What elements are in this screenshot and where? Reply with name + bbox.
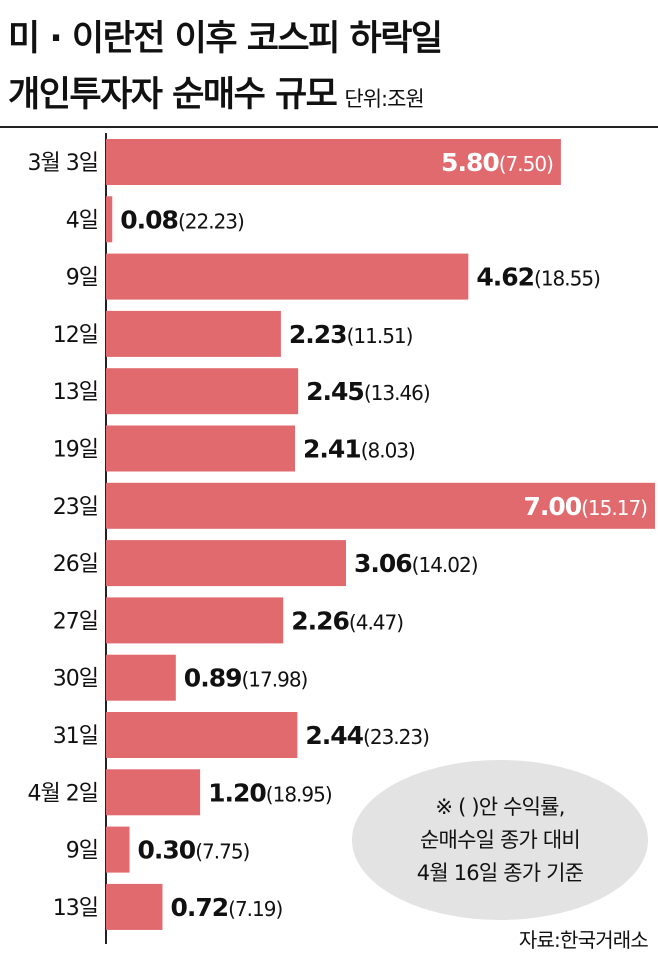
value-label: 2.44 (305, 721, 363, 750)
bar (106, 712, 298, 758)
value-label: 5.80 (441, 148, 499, 177)
value-label: 0.72 (170, 893, 228, 922)
return-label: (18.95) (266, 782, 332, 806)
value-label: 1.20 (208, 778, 266, 807)
value-label: 2.41 (303, 435, 361, 464)
data-label: 4.62(18.55) (476, 263, 600, 292)
note-bubble (352, 760, 648, 920)
return-label: (18.55) (534, 267, 600, 291)
data-label: 2.44(23.23) (305, 721, 429, 750)
category-label: 19일 (53, 438, 98, 463)
category-label: 13일 (53, 380, 98, 405)
bar (106, 253, 469, 300)
category-label: 4일 (66, 208, 98, 233)
data-label: 0.30(7.75) (138, 836, 250, 865)
source-label: 자료:한국거래소 (518, 928, 649, 952)
value-label: 2.26 (291, 606, 349, 635)
data-label: 2.26(4.47) (291, 606, 403, 635)
chart-title-text: 개인투자자 순매수 규모 (8, 75, 338, 115)
value-label: 0.30 (138, 836, 196, 865)
return-label: (8.03) (361, 439, 415, 463)
data-label: 1.20(18.95) (208, 778, 332, 807)
value-label: 0.89 (184, 664, 242, 693)
note-line-3: 4월 16일 종가 기준 (416, 861, 584, 885)
category-label: 23일 (53, 495, 98, 520)
category-label: 13일 (53, 896, 98, 921)
return-label: (23.23) (363, 725, 429, 749)
bar (106, 368, 299, 415)
bar (106, 540, 346, 587)
category-label: 30일 (53, 667, 98, 692)
category-label: 4월 2일 (28, 781, 98, 806)
value-label: 7.00 (523, 492, 581, 521)
return-label: (7.75) (195, 840, 249, 864)
note-line-2: 순매수일 종가 대비 (420, 828, 581, 852)
category-label: 9일 (66, 266, 98, 291)
category-label: 3월 3일 (28, 151, 98, 176)
value-label: 0.08 (120, 205, 178, 234)
category-label: 12일 (53, 323, 98, 348)
return-label: (7.50) (499, 152, 553, 176)
data-label: 0.89(17.98) (184, 664, 308, 693)
bar (106, 139, 561, 185)
return-label: (11.51) (347, 324, 413, 348)
category-label: 26일 (53, 552, 98, 577)
data-label: 2.45(13.46) (306, 377, 430, 406)
category-label: 9일 (66, 839, 98, 864)
data-label: 2.23(11.51) (289, 320, 413, 349)
return-label: (22.23) (178, 209, 244, 233)
category-label: 27일 (53, 609, 98, 634)
bar (106, 883, 163, 930)
return-label: (17.98) (241, 668, 307, 692)
note-line-1: ※ ( )안 수익률, (435, 795, 565, 819)
bar (106, 769, 201, 816)
data-label: 3.06(14.02) (354, 549, 478, 578)
title-divider (0, 126, 658, 128)
return-label: (4.47) (349, 610, 403, 634)
return-label: (15.17) (581, 496, 647, 520)
chart-title-line1: 미 · 이란전 이후 코스피 하락일 (8, 19, 443, 59)
bar (106, 425, 296, 472)
return-label: (13.46) (364, 381, 430, 405)
unit-label: 단위:조원 (344, 87, 424, 111)
bar (106, 597, 284, 644)
data-label: 2.41(8.03) (303, 435, 415, 464)
value-label: 3.06 (354, 549, 412, 578)
bar (106, 654, 176, 701)
data-label: 0.72(7.19) (170, 893, 282, 922)
value-label: 2.45 (306, 377, 364, 406)
value-label: 2.23 (289, 320, 347, 349)
chart-title-line2: 개인투자자 순매수 규모 단위:조원 (8, 75, 425, 115)
category-label: 31일 (53, 724, 98, 749)
bar (106, 482, 655, 529)
return-label: (14.02) (412, 553, 478, 577)
return-label: (7.19) (228, 897, 282, 921)
data-label: 5.80(7.50) (441, 148, 553, 177)
value-label: 4.62 (476, 263, 534, 292)
data-label: 7.00(15.17) (523, 492, 647, 521)
bar (106, 826, 130, 873)
bar (106, 196, 113, 243)
data-label: 0.08(22.23) (120, 205, 244, 234)
bar (106, 310, 281, 357)
